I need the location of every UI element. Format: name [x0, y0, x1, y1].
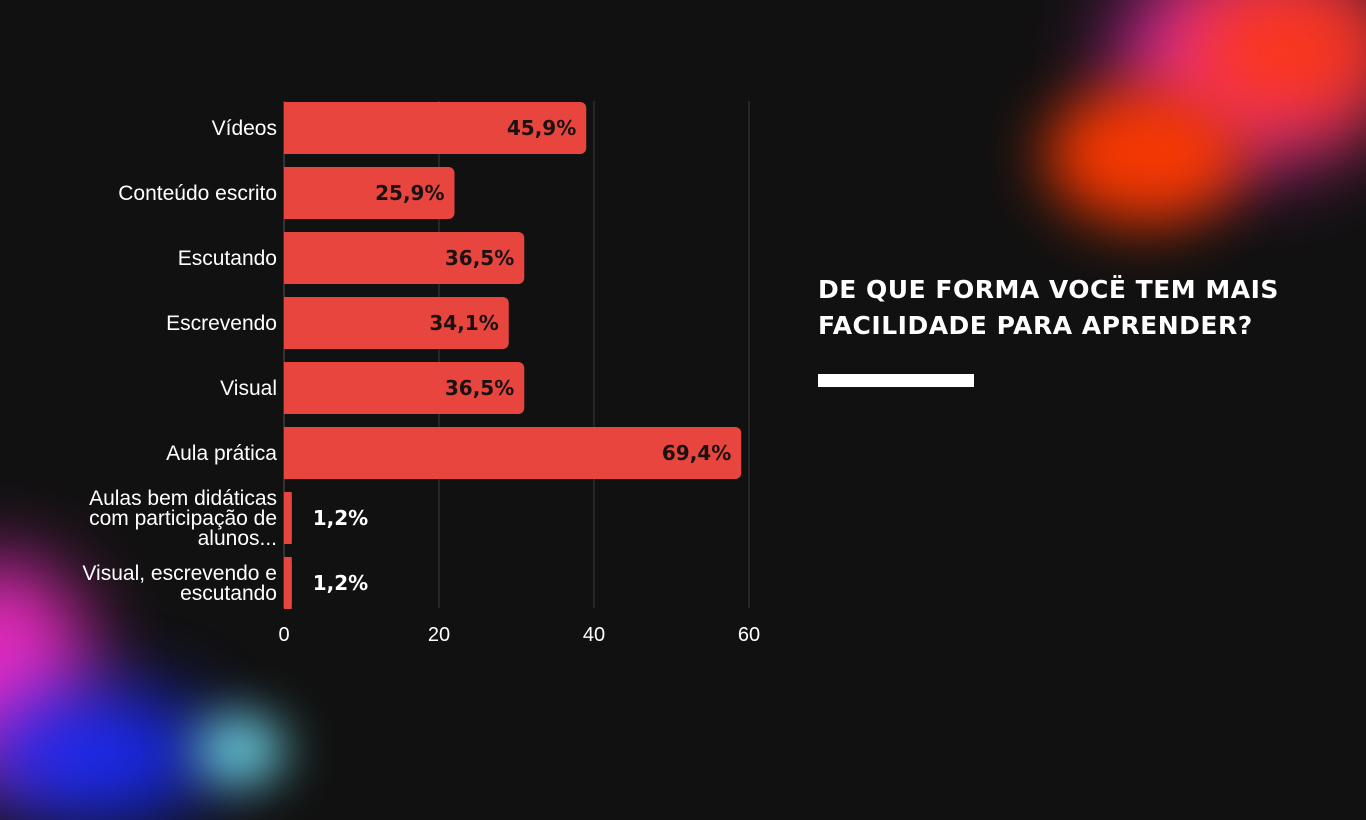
bar-base	[284, 297, 292, 349]
category-label: Vídeos	[212, 117, 277, 140]
x-tick-label: 0	[278, 624, 289, 646]
bar-base	[284, 167, 292, 219]
x-tick-label: 20	[428, 624, 450, 646]
heading-underline	[818, 374, 974, 387]
x-tick-label: 40	[583, 624, 605, 646]
bar	[284, 362, 525, 414]
chart-heading: DE QUE FORMA VOCË TEM MAIS FACILIDADE PA…	[818, 275, 1279, 340]
bar-base	[284, 557, 292, 609]
bar-value-label: 36,5%	[445, 246, 514, 270]
category-label: Visual	[220, 377, 277, 400]
bar-base	[284, 232, 292, 284]
bar	[284, 102, 587, 154]
bar-value-label: 34,1%	[429, 311, 498, 335]
bar	[284, 297, 509, 349]
category-label: alunos...	[198, 527, 277, 550]
category-label: Visual, escrevendo e	[82, 562, 277, 585]
bar	[284, 167, 455, 219]
category-label: Conteúdo escrito	[118, 182, 277, 205]
bar-value-label: 25,9%	[375, 181, 444, 205]
category-label: com participação de	[89, 507, 277, 530]
bar-value-label: 45,9%	[507, 116, 576, 140]
category-label: Aula prática	[166, 442, 277, 465]
bar-base	[284, 427, 292, 479]
category-label: Escutando	[178, 247, 277, 270]
decorative-glow-red-top	[1045, 85, 1245, 225]
bar	[284, 232, 525, 284]
bar-value-label: 36,5%	[445, 376, 514, 400]
bar-value-label: 69,4%	[662, 441, 731, 465]
category-label: Aulas bem didáticas	[89, 487, 277, 510]
bar-base	[284, 362, 292, 414]
category-label: Escrevendo	[166, 312, 277, 335]
category-label: escutando	[180, 582, 277, 605]
x-tick-label: 60	[738, 624, 760, 646]
bar-value-label: 1,2%	[313, 506, 368, 530]
bar	[284, 427, 742, 479]
bar-base	[284, 492, 292, 544]
bar-value-label: 1,2%	[313, 571, 368, 595]
bar-chart: 0 20 40 60 45,9% Vídeos 25,9% Conteúdo escrito 3…	[82, 101, 760, 646]
decorative-glow-cyan-bottom	[195, 715, 285, 785]
decorative-glow-blue-bottom	[0, 690, 210, 820]
bar-base	[284, 102, 292, 154]
